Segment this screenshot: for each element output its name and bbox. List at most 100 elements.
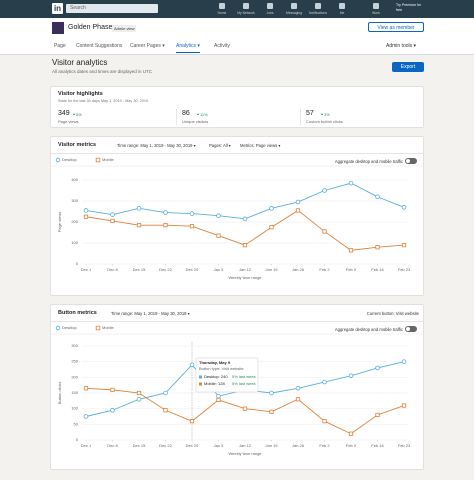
data-point <box>110 212 115 217</box>
company-logo <box>52 22 64 34</box>
x-tick-label: Dec 22 <box>159 267 172 272</box>
legend-label: Mobile <box>102 157 115 162</box>
data-point <box>348 373 354 379</box>
page-subtitle: All analytics dates and times are displa… <box>52 69 153 74</box>
data-point <box>136 396 142 402</box>
nav-item[interactable]: Jobs <box>266 11 274 15</box>
admin-tools[interactable]: Admin tools <box>386 43 416 49</box>
divider <box>51 321 423 322</box>
data-point <box>216 397 221 402</box>
nav-item[interactable]: My Network <box>237 11 255 15</box>
tooltip-row: Desktop: 240 <box>204 374 228 379</box>
company-bar: Golden Phase Admin view View as member A… <box>0 18 474 55</box>
export-button[interactable]: Export <box>392 62 424 72</box>
x-tick-label: Jan 5 <box>214 443 225 448</box>
data-point <box>269 225 274 230</box>
highlights-card: Visitor highlights Stats for the last 30… <box>50 86 424 128</box>
x-tick-label: Feb 2 <box>319 267 330 272</box>
x-tick-label: Feb 9 <box>346 443 357 448</box>
tooltip-change: 5% last week <box>232 374 256 379</box>
x-tick-label: Feb 16 <box>371 267 384 272</box>
nav-item[interactable]: Messaging <box>286 11 302 15</box>
x-tick-label: Jan 12 <box>239 267 252 272</box>
data-point <box>216 393 221 399</box>
tooltip-subtitle: Button type: Visit website <box>199 366 244 371</box>
time-range-filter[interactable]: Time range: May 1, 2019 - May 30, 2019 <box>111 311 190 316</box>
data-point <box>189 362 195 368</box>
top-nav: in Search Try Premium for free Home My Ne… <box>0 0 474 18</box>
data-point <box>83 386 89 391</box>
data-point <box>216 213 221 218</box>
visitor-metrics-chart: Desktop Mobile 0 100 200 300 400 Dec 1 Dec 8 Dec … <box>50 157 424 280</box>
data-point <box>401 359 407 364</box>
tooltip-row: Mobile: 128 <box>204 381 225 386</box>
card-subtitle: Stats for the last 30 days May 1, 2019 -… <box>58 99 149 103</box>
stat-value: 349 <box>58 110 70 117</box>
y-tick-label: 150 <box>71 390 78 395</box>
data-point <box>216 233 221 238</box>
tab[interactable]: Content Suggestions <box>76 43 123 49</box>
legend-label: Desktop <box>62 157 77 162</box>
time-range-filter[interactable]: Time range: May 1, 2019 - May 30, 2019 <box>117 143 196 148</box>
premium-link[interactable]: Try Premium for free <box>396 3 421 12</box>
search-box[interactable]: Search <box>66 4 158 13</box>
data-point <box>136 223 142 228</box>
nav-item[interactable]: Notifications <box>309 11 327 15</box>
stat-up-arrow <box>73 113 75 115</box>
toggle-label: Aggregate desktop and mobile traffic <box>334 159 403 164</box>
stat-label: Unique visitors <box>182 119 209 124</box>
legend-marker <box>95 157 101 163</box>
stat-change: 11% <box>200 112 208 117</box>
data-point <box>242 406 248 411</box>
y-tick-label: 0 <box>76 261 79 266</box>
y-tick-label: 100 <box>71 240 78 245</box>
x-tick-label: Dec 1 <box>81 443 92 448</box>
series-line <box>85 387 405 435</box>
x-tick-label: Dec 22 <box>159 443 172 448</box>
stat-value: 57 <box>306 110 314 117</box>
data-point <box>295 199 301 205</box>
metrics-filter[interactable]: Metrics: Page views <box>240 143 281 148</box>
nav-item[interactable]: Home <box>217 11 227 15</box>
y-tick-label: 400 <box>71 177 78 182</box>
data-point <box>83 414 89 419</box>
view-as-member-button[interactable]: View as member <box>368 22 424 32</box>
y-tick-label: 300 <box>71 198 78 203</box>
pages-filter[interactable]: Pages: All <box>209 143 231 148</box>
toggle[interactable] <box>405 326 417 332</box>
nav-item[interactable]: Work <box>372 11 380 15</box>
data-point <box>401 204 407 210</box>
data-point <box>375 412 380 418</box>
data-point <box>348 180 354 186</box>
x-tick-label: Jan 19 <box>265 267 278 272</box>
admin-badge: Admin view <box>112 25 137 32</box>
tab[interactable]: Analytics <box>176 43 200 53</box>
x-tick-label: Jan 26 <box>292 443 305 448</box>
card-title: Visitor metrics <box>58 142 97 148</box>
data-point <box>322 229 327 234</box>
nav-item[interactable]: Me <box>339 11 345 15</box>
stat-label: Custom button clicks <box>306 119 343 124</box>
logo[interactable]: in <box>52 3 63 14</box>
x-tick-label: Jan 26 <box>292 267 305 272</box>
tab[interactable]: Page <box>54 43 66 49</box>
y-tick-label: 50 <box>74 421 79 426</box>
data-point <box>322 188 327 193</box>
stat-change: 6% <box>76 112 82 117</box>
tab[interactable]: Activity <box>214 43 230 49</box>
data-point <box>348 248 354 253</box>
x-tick-label: Dec 8 <box>107 267 118 272</box>
stat-value: 86 <box>182 110 190 117</box>
tab[interactable]: Career Pages <box>130 43 165 52</box>
stat-up-arrow <box>197 113 199 115</box>
toggle[interactable] <box>405 158 417 164</box>
page-title: Visitor analytics <box>52 58 108 67</box>
tooltip-change: 5% last week <box>232 381 256 386</box>
data-point <box>375 194 380 200</box>
y-tick-label: 200 <box>71 374 78 379</box>
company-name: Golden Phase <box>68 24 113 31</box>
y-axis-title: Button clicks <box>57 382 62 404</box>
button-metrics-chart: Desktop Mobile 0 50 100 150 200 250 300 Dec 1 Dec … <box>50 325 424 456</box>
y-tick-label: 200 <box>71 219 78 224</box>
